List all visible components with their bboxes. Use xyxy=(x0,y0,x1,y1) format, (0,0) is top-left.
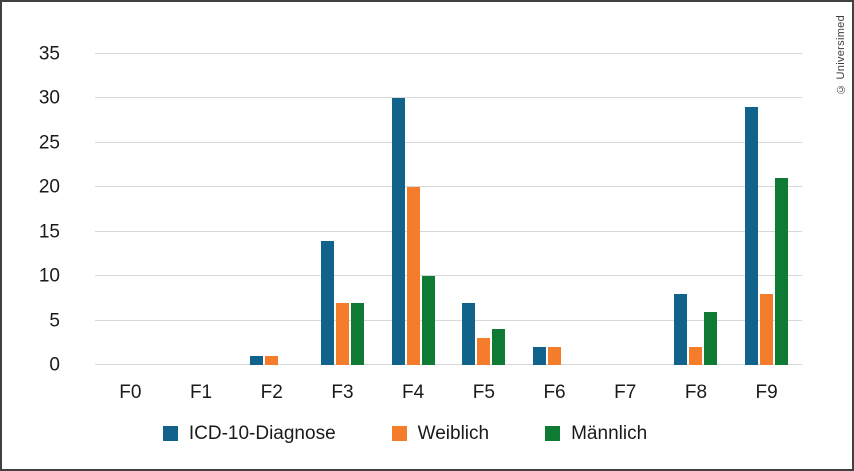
x-tick-label: F0 xyxy=(119,382,142,403)
x-tick-label: F9 xyxy=(755,382,778,403)
bar-group-f1 xyxy=(180,54,223,365)
legend-item-icd-10-diagnose: ICD-10-Diagnose xyxy=(162,423,336,444)
bar-group-f9 xyxy=(745,54,789,365)
legend-label: Männlich xyxy=(571,423,648,444)
y-tick-label: 20 xyxy=(38,176,60,198)
bar-m-nnlich xyxy=(421,276,435,365)
legend-swatch-icon xyxy=(391,426,407,441)
bar-weiblich xyxy=(760,293,774,365)
bar-m-nnlich xyxy=(350,302,364,365)
legend-label: ICD-10-Diagnose xyxy=(188,423,336,444)
copyright-credit: © Universimed xyxy=(835,15,847,96)
gridline xyxy=(95,186,802,188)
bar-weiblich xyxy=(477,338,491,365)
bar-icd-10-diagnose xyxy=(391,98,405,365)
y-tick-label: 10 xyxy=(38,265,60,287)
bar-weiblich xyxy=(689,347,703,365)
y-tick-label: 15 xyxy=(38,221,60,243)
y-tick-label: 25 xyxy=(38,132,60,154)
x-tick-label: F7 xyxy=(614,382,637,403)
legend-label: Weiblich xyxy=(417,423,490,444)
plot-area xyxy=(95,53,802,365)
legend-swatch-icon xyxy=(162,426,178,441)
gridline xyxy=(95,275,802,277)
bar-m-nnlich xyxy=(775,178,789,365)
bar-weiblich xyxy=(406,187,420,365)
y-tick-label: 5 xyxy=(49,310,60,332)
bar-icd-10-diagnose xyxy=(674,293,688,365)
legend-item-weiblich: Weiblich xyxy=(391,423,490,444)
y-axis: 0 5 10 15 20 25 30 35 xyxy=(2,45,78,375)
x-tick-label: F1 xyxy=(189,382,213,403)
bar-m-nnlich xyxy=(704,311,718,365)
bar-group-f2 xyxy=(250,54,293,365)
bar-icd-10-diagnose xyxy=(745,107,759,365)
bar-weiblich xyxy=(335,302,349,365)
bar-group-f3 xyxy=(320,54,364,365)
x-tick-label: F6 xyxy=(543,382,566,403)
bar-icd-10-diagnose xyxy=(320,240,334,365)
bar-group-f6 xyxy=(533,54,576,365)
x-tick-label: F3 xyxy=(331,382,354,403)
bar-icd-10-diagnose xyxy=(250,356,264,365)
gridline xyxy=(95,141,802,143)
bar-group-f0 xyxy=(109,54,152,365)
bar-icd-10-diagnose xyxy=(462,302,476,365)
gridline xyxy=(95,97,802,99)
bar-icd-10-diagnose xyxy=(533,347,547,365)
x-tick-label: F8 xyxy=(684,382,708,403)
x-tick-label: F2 xyxy=(260,382,283,403)
bar-group-f8 xyxy=(674,54,718,365)
x-tick-label: F4 xyxy=(402,382,425,403)
legend-swatch-icon xyxy=(545,426,561,441)
y-tick-label: 0 xyxy=(49,354,60,376)
bar-weiblich xyxy=(265,356,279,365)
x-axis: F0 F1 F2 F3 F4 F5 F6 F7 F8 F9 xyxy=(95,383,802,407)
bar-weiblich xyxy=(548,347,562,365)
y-tick-label: 30 xyxy=(38,87,60,109)
bar-group-f5 xyxy=(462,54,506,365)
gridline xyxy=(95,364,802,365)
gridline xyxy=(95,319,802,321)
legend-item-m-nnlich: Männlich xyxy=(545,424,647,443)
gridline xyxy=(95,53,802,54)
gridline xyxy=(95,230,802,232)
bar-group-f7 xyxy=(604,54,647,365)
bar-m-nnlich xyxy=(492,329,506,365)
y-tick-label: 35 xyxy=(38,43,60,65)
bar-group-f4 xyxy=(391,54,435,365)
legend: ICD-10-Diagnose Weiblich Männlich xyxy=(2,424,808,443)
x-tick-label: F5 xyxy=(472,382,495,403)
